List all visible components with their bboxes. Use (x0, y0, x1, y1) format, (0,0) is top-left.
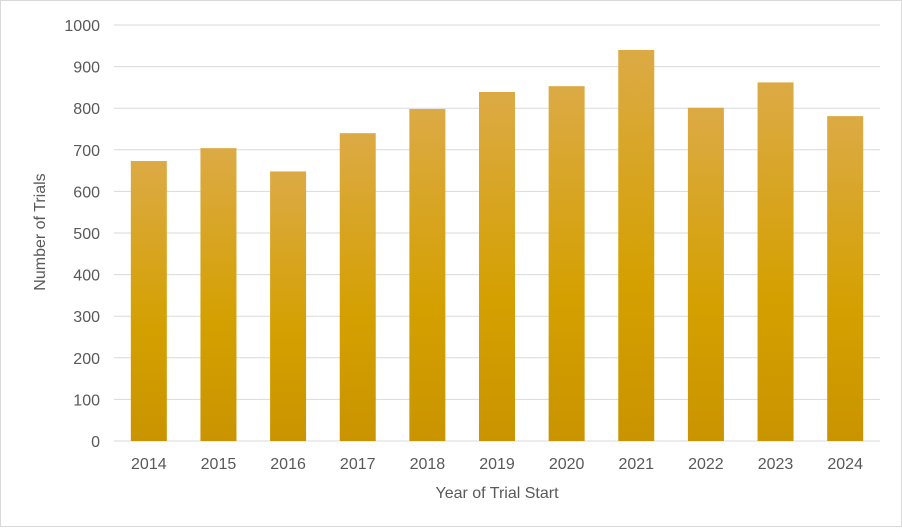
y-tick-label: 600 (73, 184, 100, 201)
y-tick-label: 0 (91, 434, 100, 451)
y-axis-title: Number of Trials (32, 173, 49, 290)
y-tick-label: 400 (73, 268, 100, 285)
bar-2023 (757, 82, 794, 442)
x-tick-label: 2021 (618, 456, 654, 473)
y-tick-label: 300 (73, 309, 100, 326)
bar-2018 (409, 109, 446, 442)
x-tick-label: 2018 (410, 456, 446, 473)
x-axis-title: Year of Trial Start (435, 485, 559, 502)
x-tick-label: 2019 (479, 456, 515, 473)
y-axis-ticks: 0 100 200 300 400 500 600 700 800 900 1000 (64, 18, 100, 451)
y-tick-label: 200 (73, 351, 100, 368)
bar-2019 (479, 91, 515, 441)
x-tick-label: 2022 (688, 456, 724, 473)
y-tick-label: 900 (73, 60, 100, 77)
bar-2015 (200, 148, 237, 442)
x-tick-label: 2020 (549, 456, 585, 473)
y-tick-label: 100 (73, 392, 100, 409)
y-tick-label: 500 (73, 226, 100, 243)
x-tick-label: 2014 (131, 456, 167, 473)
x-tick-label: 2017 (340, 456, 376, 473)
bar-2024 (827, 116, 864, 441)
bar-2014 (130, 161, 167, 442)
x-axis-ticks: 2014 2015 2016 2017 2018 2019 2020 2021 2022 2023… (131, 456, 863, 473)
bars (130, 49, 864, 442)
bar-2022 (687, 107, 724, 441)
bar-2020 (548, 86, 585, 441)
y-tick-label: 1000 (64, 18, 100, 35)
x-tick-label: 2024 (827, 456, 863, 473)
bar-2021 (618, 49, 655, 442)
x-tick-label: 2015 (201, 456, 237, 473)
y-tick-label: 700 (73, 143, 100, 160)
x-tick-label: 2023 (758, 456, 794, 473)
x-tick-label: 2016 (270, 456, 306, 473)
bar-2017 (339, 133, 376, 441)
y-tick-label: 800 (73, 101, 100, 118)
bar-2016 (270, 171, 307, 441)
